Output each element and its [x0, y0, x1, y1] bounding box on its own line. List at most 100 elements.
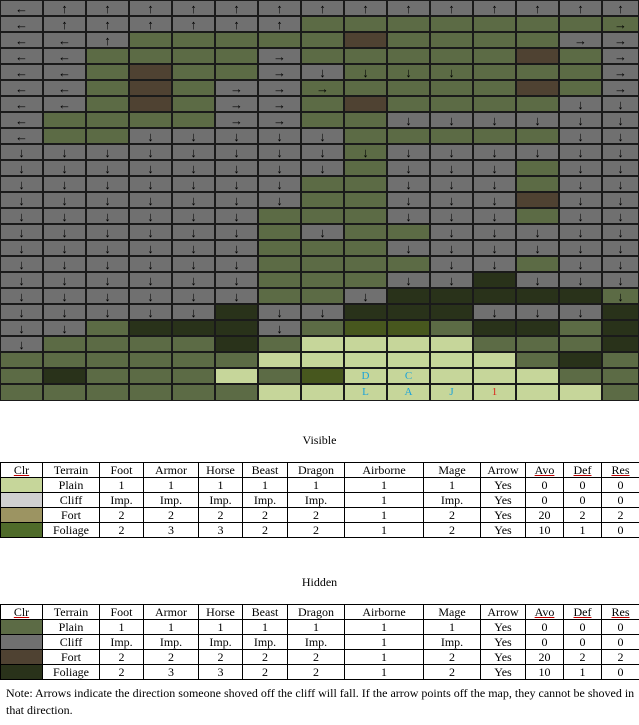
- fall-direction-arrow: ↓: [61, 208, 68, 224]
- terrain-name: Plain: [42, 619, 100, 635]
- fall-direction-arrow: ↓: [233, 288, 240, 304]
- map-tile: [86, 112, 129, 128]
- map-tile: ↓: [602, 176, 639, 192]
- map-tile: [172, 80, 215, 96]
- map-tile: ↓: [0, 272, 43, 288]
- map-tile: ↓: [215, 240, 258, 256]
- map-tile: ↓: [129, 192, 172, 208]
- map-tile: →: [602, 80, 639, 96]
- map-tile: [0, 352, 43, 368]
- map-tile: ←: [0, 16, 43, 32]
- stat-cell: 1: [242, 619, 288, 635]
- stat-cell: 1: [563, 522, 602, 538]
- map-tile: ↓: [172, 304, 215, 320]
- map-tile: ↓: [430, 272, 473, 288]
- map-tile: ↑: [516, 0, 559, 16]
- stat-cell: 2: [198, 507, 243, 523]
- map-tile: ↓: [559, 208, 602, 224]
- fall-direction-arrow: ↓: [233, 208, 240, 224]
- map-tile: [43, 336, 86, 352]
- color-swatch: [0, 522, 43, 538]
- fall-direction-arrow: ↓: [18, 272, 25, 288]
- map-tile: ↓: [387, 160, 430, 176]
- map-tile: [86, 48, 129, 64]
- fall-direction-arrow: ↓: [577, 176, 584, 192]
- map-tile: ↓: [172, 240, 215, 256]
- map-tile: [172, 368, 215, 384]
- map-tile: ↓: [516, 272, 559, 288]
- map-tile: ↑: [258, 0, 301, 16]
- fall-direction-arrow: →: [230, 112, 243, 128]
- fall-direction-arrow: ←: [15, 16, 28, 32]
- map-tile: ↑: [86, 16, 129, 32]
- map-tile: [86, 368, 129, 384]
- map-tile: ↓: [215, 208, 258, 224]
- map-tile: [215, 352, 258, 368]
- map-tile: ↓: [430, 224, 473, 240]
- map-tile: ↓: [43, 208, 86, 224]
- column-header: Beast: [242, 604, 288, 620]
- map-tile: ↓: [473, 112, 516, 128]
- map-tile: ↑: [129, 0, 172, 16]
- map-tile: ↓: [301, 160, 344, 176]
- map-tile: ↑: [43, 16, 86, 32]
- column-header: Arrow: [480, 604, 526, 620]
- map-tile: ↓: [0, 176, 43, 192]
- fall-direction-arrow: ↓: [190, 128, 197, 144]
- table-row: Cliff Imp. Imp. Imp. Imp. Imp. 1 Imp. Yes 0 0 0: [0, 492, 639, 508]
- map-tile: ↓: [473, 224, 516, 240]
- fall-direction-arrow: ↑: [577, 0, 584, 16]
- map-tile: ↑: [430, 0, 473, 16]
- map-tile: [301, 16, 344, 32]
- fall-direction-arrow: →: [614, 64, 627, 80]
- unit-marker: D: [361, 369, 370, 382]
- stat-cell: Imp.: [143, 492, 199, 508]
- map-tile: ↓: [473, 304, 516, 320]
- map-tile: ↓: [473, 192, 516, 208]
- fall-direction-arrow: ↑: [362, 0, 369, 16]
- map-tile: ↓: [301, 64, 344, 80]
- column-header: Beast: [242, 462, 288, 478]
- stat-cell: 2: [563, 649, 602, 665]
- map-tile: [516, 80, 559, 96]
- map-tile: [344, 272, 387, 288]
- fall-direction-arrow: ↓: [61, 288, 68, 304]
- map-tile: [430, 288, 473, 304]
- map-note: Note: Arrows indicate the direction some…: [6, 686, 635, 717]
- fall-direction-arrow: ↓: [147, 192, 154, 208]
- map-tile: ↓: [559, 304, 602, 320]
- map-tile: [387, 224, 430, 240]
- fall-direction-arrow: ↓: [233, 224, 240, 240]
- stat-cell: 2: [99, 522, 144, 538]
- fall-direction-arrow: ↓: [147, 240, 154, 256]
- column-header: Res: [601, 604, 639, 620]
- map-tile: [516, 192, 559, 208]
- stat-cell: 0: [601, 619, 639, 635]
- fall-direction-arrow: ↓: [147, 272, 154, 288]
- map-tile: [473, 368, 516, 384]
- map-tile: ↓: [0, 224, 43, 240]
- map-tile: →: [258, 80, 301, 96]
- column-header: Clr: [0, 462, 43, 478]
- table-row: Fort 2 2 2 2 2 1 2 Yes 20 2 2: [0, 649, 639, 665]
- map-tile: [344, 128, 387, 144]
- map-tile: ↓: [43, 224, 86, 240]
- map-tile: [516, 288, 559, 304]
- terrain-name: Fort: [42, 649, 100, 665]
- fall-direction-arrow: ↓: [104, 224, 111, 240]
- fall-direction-arrow: ←: [15, 80, 28, 96]
- map-tile: [430, 368, 473, 384]
- map-tile: [344, 16, 387, 32]
- fall-direction-arrow: ↓: [18, 336, 25, 352]
- column-header: Terrain: [42, 604, 100, 620]
- visible-table-title: Visible: [302, 433, 337, 447]
- fall-direction-arrow: →: [614, 48, 627, 64]
- map-tile: ↓: [516, 240, 559, 256]
- map-tile: [86, 80, 129, 96]
- fall-direction-arrow: ↓: [61, 272, 68, 288]
- map-tile: ↓: [43, 320, 86, 336]
- map-tile: ↓: [602, 112, 639, 128]
- map-tile: [602, 336, 639, 352]
- fall-direction-arrow: ↓: [190, 160, 197, 176]
- map-tile: ↑: [258, 16, 301, 32]
